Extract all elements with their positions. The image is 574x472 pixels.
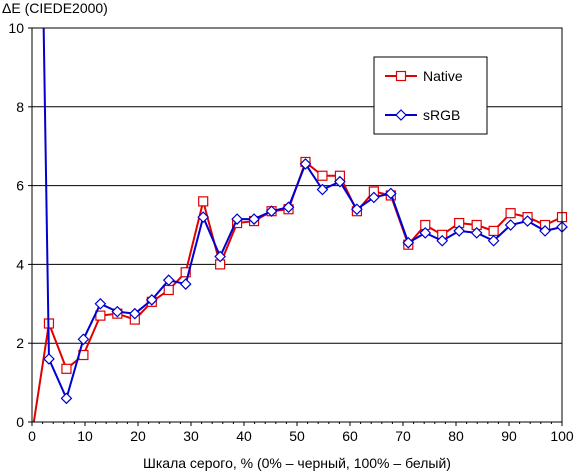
- data-point-srgb: [539, 225, 551, 237]
- series-layer: [32, 28, 568, 422]
- legend-label-srgb: sRGB: [423, 107, 460, 123]
- x-tick-label: 10: [77, 428, 93, 444]
- y-axis-label: ΔE (CIEDE2000): [2, 0, 108, 16]
- x-tick-label: 50: [289, 428, 305, 444]
- data-point-srgb: [248, 213, 260, 225]
- x-ticks: 0 10 20 30 40 50 60 70 80 90 100: [28, 422, 574, 444]
- y-ticks: 0 2 4 6 8 10: [8, 20, 32, 430]
- data-point-srgb: [179, 278, 192, 290]
- y-tick-label: 8: [16, 99, 24, 115]
- data-point-native: [163, 284, 174, 296]
- data-point-srgb: [402, 236, 415, 249]
- x-tick-label: 0: [28, 428, 36, 444]
- data-point-srgb: [384, 187, 397, 200]
- legend-box: [373, 56, 488, 135]
- data-point-srgb: [43, 353, 55, 365]
- x-tick-label: 90: [501, 428, 517, 444]
- data-point-native: [505, 208, 516, 219]
- x-tick-label: 100: [550, 428, 574, 444]
- legend-marker-native: [395, 70, 407, 82]
- y-tick-label: 2: [16, 335, 24, 351]
- data-point-srgb: [197, 211, 210, 223]
- y-tick-label: 0: [16, 414, 24, 430]
- data-point-srgb: [521, 215, 534, 227]
- data-point-srgb: [162, 274, 175, 287]
- x-tick-label: 80: [448, 428, 464, 444]
- data-point-srgb: [128, 307, 141, 320]
- data-point-srgb: [60, 392, 73, 405]
- data-point-srgb: [111, 305, 124, 318]
- data-point-srgb: [368, 191, 380, 204]
- data-point-native: [95, 310, 106, 321]
- data-point-srgb: [282, 201, 295, 214]
- data-point-srgb: [299, 158, 312, 170]
- data-point-srgb: [504, 219, 517, 231]
- plot-frame: [31, 27, 563, 423]
- series-srgb: [42, 28, 568, 405]
- series-native: [32, 156, 568, 422]
- data-point-srgb: [265, 205, 278, 218]
- data-point-srgb: [470, 227, 483, 239]
- data-point-srgb: [351, 203, 363, 216]
- data-point-srgb: [436, 234, 449, 247]
- data-point-native: [317, 170, 328, 181]
- x-tick-label: 40: [236, 428, 252, 444]
- legend-marker-srgb: [395, 109, 407, 121]
- x-tick-label: 20: [130, 428, 146, 444]
- legend-label-native: Native: [423, 68, 463, 84]
- data-point-srgb: [231, 213, 243, 225]
- data-point-srgb: [77, 333, 90, 346]
- y-tick-label: 6: [16, 178, 24, 194]
- data-point-native: [180, 267, 191, 278]
- data-point-native: [488, 225, 499, 237]
- x-tick-label: 30: [183, 428, 199, 444]
- data-point-native: [198, 196, 209, 207]
- y-tick-label: 10: [8, 20, 24, 36]
- x-tick-label: 70: [395, 428, 411, 444]
- x-tick-label: 60: [342, 428, 358, 444]
- data-point-srgb: [316, 183, 329, 196]
- grid: [32, 106, 562, 344]
- data-point-srgb: [419, 227, 432, 239]
- data-point-srgb: [334, 175, 346, 188]
- x-axis-label: Шкала серого, % (0% – черный, 100% – бел…: [143, 455, 451, 471]
- data-point-srgb: [487, 234, 500, 247]
- data-point-srgb: [214, 250, 226, 263]
- legend-item-native: Native: [385, 68, 463, 84]
- data-point-srgb: [94, 297, 107, 310]
- data-point-native: [61, 363, 72, 374]
- data-point-srgb: [145, 294, 158, 306]
- series-line-native: [32, 160, 562, 422]
- legend-item-srgb: sRGB: [385, 107, 460, 123]
- y-tick-label: 4: [16, 256, 24, 272]
- legend: Native sRGB: [373, 56, 488, 135]
- data-point-srgb: [453, 225, 466, 237]
